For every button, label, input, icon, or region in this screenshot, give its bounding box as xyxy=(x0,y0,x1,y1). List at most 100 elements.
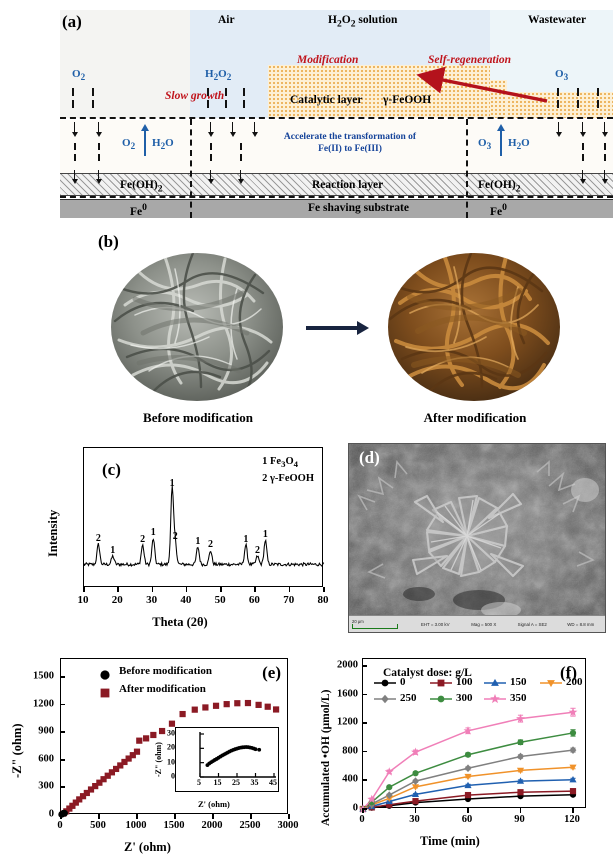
xrd-peak-label: 1 xyxy=(243,533,249,545)
down-arrow xyxy=(601,170,608,184)
flux-tick xyxy=(98,143,100,150)
xrd-peak-label: 1 xyxy=(262,529,268,541)
nyquist-legend-marker-before xyxy=(100,670,110,680)
interface-dashed-line-top xyxy=(60,117,613,119)
kinetics-y-tick-label: 1200 xyxy=(337,716,358,728)
xrd-peak-label: 2 xyxy=(254,544,260,556)
kinetics-y-tick-label: 800 xyxy=(342,745,358,757)
xrd-peak-label: 2 xyxy=(172,530,178,542)
nyquist-x-tick-label: 1000 xyxy=(125,820,147,831)
xrd-tickmark xyxy=(151,587,154,592)
xrd-tickmark xyxy=(323,587,325,592)
flux-tick xyxy=(240,143,242,150)
kinetics-y-tick-label: 1600 xyxy=(337,688,358,700)
up-arrow-blue xyxy=(141,124,149,156)
nyquist-inset-x-tick-label: 15 xyxy=(213,778,222,787)
xrd-peak-label: 1 xyxy=(110,544,116,556)
flux-tick xyxy=(207,88,209,96)
nyquist-y-tick-label: 0 xyxy=(48,808,54,820)
kinetics-y-tickmark xyxy=(362,808,367,810)
xrd-legend-entry-1: 1 Fe3O4 xyxy=(262,456,299,470)
species-label-h2o-right: H2O xyxy=(508,137,530,152)
nyquist-y-tick-label: 1500 xyxy=(33,670,54,682)
label-fe0-left: Fe0 xyxy=(130,202,147,218)
diffusion-band xyxy=(60,120,613,173)
kinetics-x-axis-label: Time (min) xyxy=(420,834,480,848)
zone-label-h2o2: H2O2 solution xyxy=(328,14,398,30)
zone-divider-right xyxy=(466,119,468,218)
sem-info-signal: Signal A = SE2 xyxy=(517,621,547,627)
zone-divider-left xyxy=(190,119,192,218)
nyquist-inset-y-tick-label: 0 xyxy=(171,771,175,781)
xrd-y-axis-label: Intensity xyxy=(46,509,60,557)
panel-e-tag: (e) xyxy=(262,663,281,682)
kinetics-y-tickmark xyxy=(362,722,367,724)
kinetics-x-tickmark xyxy=(414,808,417,813)
down-arrow xyxy=(229,122,236,137)
label-fe-substrate: Fe shaving substrate xyxy=(308,202,409,214)
flux-tick xyxy=(557,100,559,108)
down-arrow xyxy=(71,122,78,137)
panel-c-tag: (c) xyxy=(102,460,121,479)
nyquist-y-tickmark xyxy=(60,731,65,733)
nyquist-inset-y-tick-label: 10 xyxy=(167,757,175,767)
nyquist-inset-x-tick-label: 35 xyxy=(250,778,259,787)
nyquist-x-tickmark xyxy=(250,814,252,819)
down-arrow xyxy=(601,122,608,137)
flux-tick xyxy=(210,143,212,150)
down-arrow xyxy=(95,170,102,184)
xrd-trace xyxy=(83,486,325,568)
nyquist-legend-label-after: After modification xyxy=(119,683,206,695)
xrd-tickmark xyxy=(185,587,188,592)
kinetics-x-tick-label: 30 xyxy=(409,814,420,825)
photo-after-modification xyxy=(388,253,560,401)
annotation-self-regeneration: Self-regeneration xyxy=(428,54,512,66)
kinetics-x-tickmark xyxy=(362,808,364,813)
down-arrow xyxy=(95,122,102,137)
species-label-h2o-left: H2O xyxy=(152,137,174,152)
label-feoh2-left: Fe(OH)2 xyxy=(120,179,163,195)
kinetics-y-axis-label: Accumulated •OH (μmol/L) xyxy=(320,689,332,826)
xrd-tickmark xyxy=(117,587,119,592)
nyquist-y-tick-label: 1200 xyxy=(33,698,54,710)
nyquist-x-tickmark xyxy=(288,814,290,819)
panel-f-oh-kinetics-chart: (f) Catalyst dose: g/L 0 100 150 200 250 300 3… xyxy=(312,650,613,861)
panel-b-tag: (b) xyxy=(98,232,119,251)
kinetics-data-layer xyxy=(358,707,578,813)
nyquist-inset-plot xyxy=(175,727,279,792)
nyquist-legend-marker-after xyxy=(100,688,110,698)
zone-air-background xyxy=(60,10,190,118)
panel-a-mechanism-diagram: (a) Air H2O2 solution Wastewater Slow gr… xyxy=(60,10,613,218)
kinetics-y-tick-label: 400 xyxy=(342,773,358,785)
panel-a-tag: (a) xyxy=(62,12,82,31)
kinetics-legend-label: 300 xyxy=(456,692,473,704)
flux-tick xyxy=(582,143,584,150)
flux-tick xyxy=(225,88,227,96)
nyquist-y-axis-label: -Z" (ohm) xyxy=(10,723,24,778)
kinetics-y-tickmark xyxy=(362,693,367,696)
kinetics-y-tickmark xyxy=(362,779,367,782)
zone-label-wastewater: Wastewater xyxy=(528,14,587,26)
flux-tick xyxy=(604,154,606,161)
xrd-x-tick-label: 20 xyxy=(111,594,123,606)
xrd-peak-label: 1 xyxy=(195,535,201,547)
flux-tick xyxy=(604,143,606,150)
transformation-arrow-icon xyxy=(306,321,369,335)
xrd-x-tick-label: 10 xyxy=(77,594,89,606)
caption-after-modification: After modification xyxy=(423,410,527,425)
panel-d-sem-image: (d) 20 μm EHT = 3.00 kV Mag = 500 X Sign… xyxy=(348,443,606,633)
xrd-x-tick-label: 80 xyxy=(317,594,329,606)
kinetics-y-tickmark xyxy=(362,750,367,753)
xrd-x-tick-label: 40 xyxy=(180,594,192,606)
flux-tick xyxy=(225,100,227,108)
down-arrow xyxy=(579,122,586,137)
kinetics-x-tick-label: 0 xyxy=(359,814,365,825)
nyquist-y-tick-label: 300 xyxy=(38,780,54,792)
kinetics-legend-label: 0 xyxy=(400,676,406,688)
flux-tick xyxy=(582,154,584,161)
species-label-o3-upper: O3 xyxy=(555,68,569,83)
kinetics-legend-label: 100 xyxy=(456,676,473,688)
flux-tick xyxy=(597,88,599,96)
xrd-peak-label: 2 xyxy=(95,532,101,544)
